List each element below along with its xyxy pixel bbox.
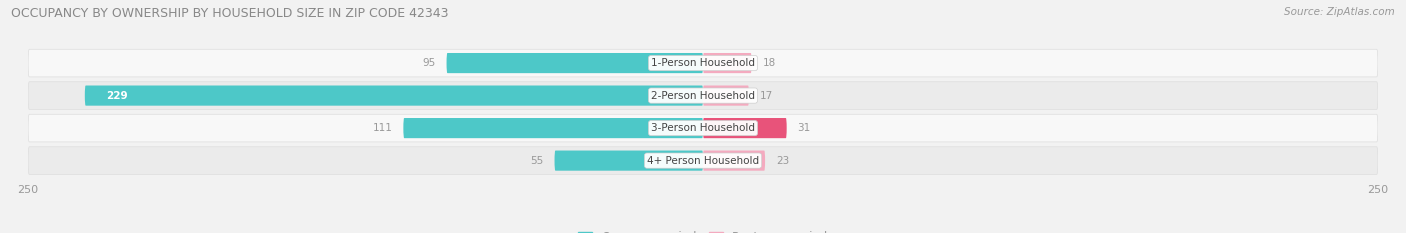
Text: 55: 55 xyxy=(530,156,544,166)
FancyBboxPatch shape xyxy=(447,53,703,73)
Text: 1-Person Household: 1-Person Household xyxy=(651,58,755,68)
Text: 31: 31 xyxy=(797,123,811,133)
Text: Source: ZipAtlas.com: Source: ZipAtlas.com xyxy=(1284,7,1395,17)
FancyBboxPatch shape xyxy=(703,151,765,171)
Text: OCCUPANCY BY OWNERSHIP BY HOUSEHOLD SIZE IN ZIP CODE 42343: OCCUPANCY BY OWNERSHIP BY HOUSEHOLD SIZE… xyxy=(11,7,449,20)
FancyBboxPatch shape xyxy=(28,147,1378,175)
Text: 18: 18 xyxy=(762,58,776,68)
FancyBboxPatch shape xyxy=(703,118,787,138)
FancyBboxPatch shape xyxy=(84,86,703,106)
FancyBboxPatch shape xyxy=(28,82,1378,110)
Text: 17: 17 xyxy=(759,91,773,101)
FancyBboxPatch shape xyxy=(703,86,749,106)
Legend: Owner-occupied, Renter-occupied: Owner-occupied, Renter-occupied xyxy=(572,226,834,233)
FancyBboxPatch shape xyxy=(28,49,1378,77)
Text: 3-Person Household: 3-Person Household xyxy=(651,123,755,133)
Text: 2-Person Household: 2-Person Household xyxy=(651,91,755,101)
FancyBboxPatch shape xyxy=(703,53,752,73)
FancyBboxPatch shape xyxy=(404,118,703,138)
Text: 111: 111 xyxy=(373,123,392,133)
FancyBboxPatch shape xyxy=(554,151,703,171)
Text: 23: 23 xyxy=(776,156,789,166)
Text: 95: 95 xyxy=(422,58,436,68)
Text: 4+ Person Household: 4+ Person Household xyxy=(647,156,759,166)
Text: 229: 229 xyxy=(107,91,128,101)
FancyBboxPatch shape xyxy=(28,114,1378,142)
